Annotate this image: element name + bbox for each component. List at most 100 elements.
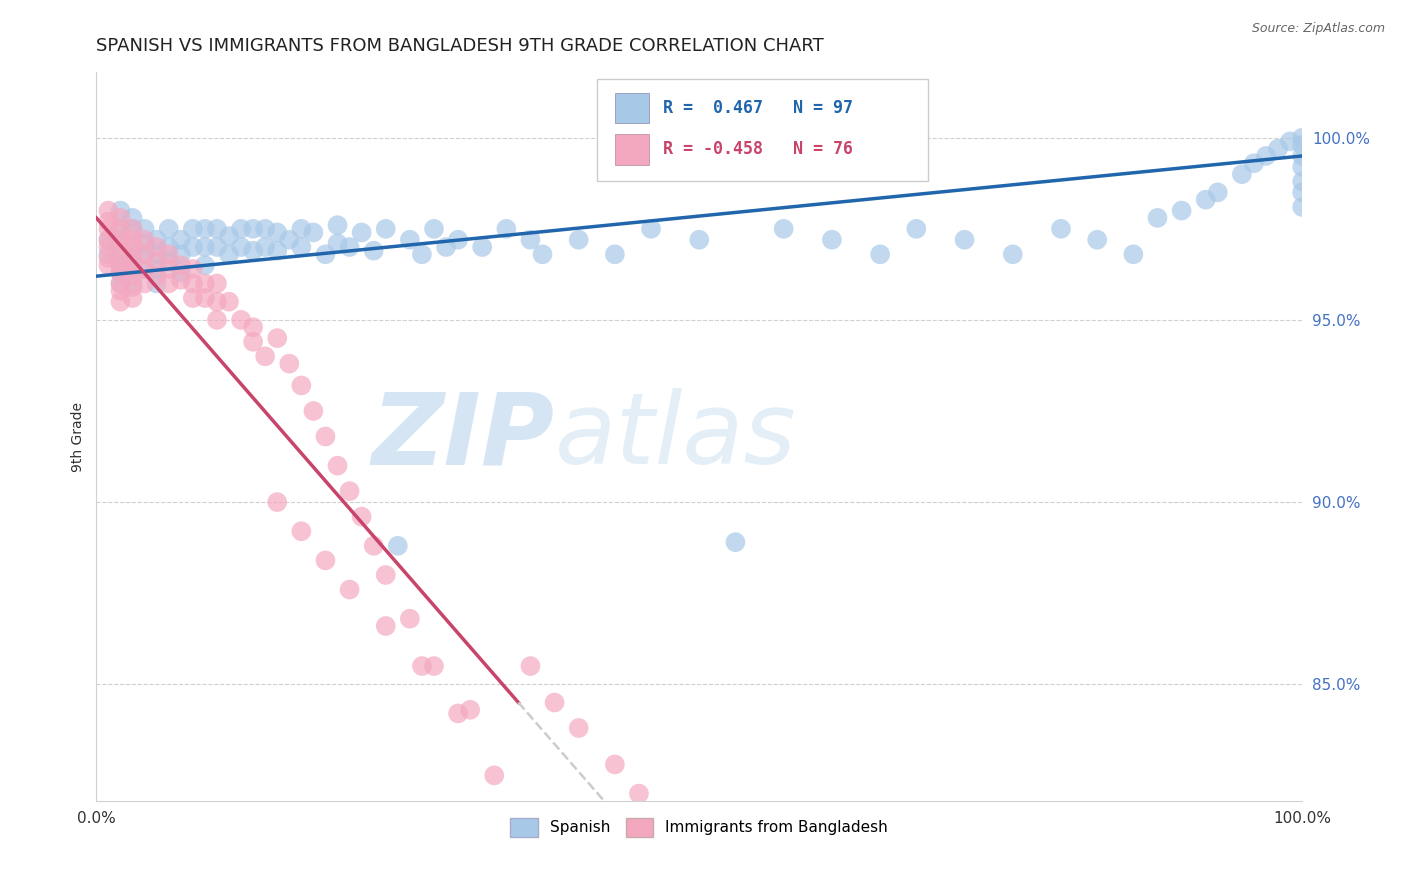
Point (278, 357, 301, 371)
Text: atlas: atlas (554, 388, 796, 485)
Point (543, 696, 565, 710)
Point (110, 240, 132, 254)
Point (519, 233, 541, 247)
Point (423, 659, 446, 673)
Point (181, 222, 204, 236)
Point (374, 222, 396, 236)
Point (145, 269, 167, 284)
Point (1243, 156, 1265, 170)
Legend: Spanish, Immigrants from Bangladesh: Spanish, Immigrants from Bangladesh (503, 810, 896, 844)
Point (1195, 193, 1218, 207)
Point (97, 214, 120, 228)
Point (314, 429, 336, 443)
Point (170, 247, 193, 261)
Point (110, 277, 132, 291)
Point (121, 222, 143, 236)
Point (121, 211, 143, 225)
Point (326, 236, 349, 251)
Point (242, 244, 264, 258)
Point (110, 266, 132, 280)
Point (1001, 247, 1024, 261)
FancyBboxPatch shape (614, 134, 648, 165)
Point (363, 539, 385, 553)
Point (97, 233, 120, 247)
Point (411, 247, 433, 261)
Point (194, 291, 217, 305)
Point (1230, 167, 1253, 181)
Point (97, 233, 120, 247)
Point (97, 222, 120, 236)
Point (194, 258, 217, 272)
Point (242, 320, 264, 334)
Point (121, 277, 143, 291)
Point (205, 294, 228, 309)
Point (134, 247, 156, 261)
Point (145, 277, 167, 291)
Point (471, 240, 494, 254)
Point (254, 349, 277, 363)
Point (110, 233, 132, 247)
Point (121, 222, 143, 236)
Point (134, 261, 156, 276)
Point (181, 261, 204, 276)
Point (1291, 160, 1313, 174)
Point (157, 261, 180, 276)
Point (205, 277, 228, 291)
Point (181, 291, 204, 305)
Point (326, 458, 349, 473)
Point (339, 582, 361, 597)
Point (953, 233, 976, 247)
Point (374, 619, 396, 633)
Point (772, 222, 794, 236)
Point (724, 535, 747, 549)
Point (290, 378, 312, 392)
Point (170, 233, 193, 247)
Point (568, 233, 591, 247)
Point (229, 222, 252, 236)
Point (1291, 200, 1313, 214)
Point (145, 254, 167, 268)
Point (399, 233, 422, 247)
Point (266, 495, 288, 509)
Point (350, 226, 373, 240)
Point (205, 240, 228, 254)
Point (242, 334, 264, 349)
Point (121, 280, 143, 294)
Point (134, 261, 156, 276)
Point (434, 240, 457, 254)
Point (110, 258, 132, 272)
Point (205, 222, 228, 236)
Point (266, 244, 288, 258)
Point (145, 240, 167, 254)
Point (254, 240, 277, 254)
Point (1291, 130, 1313, 145)
Point (363, 244, 385, 258)
Point (218, 247, 240, 261)
Point (134, 277, 156, 291)
Point (603, 247, 626, 261)
FancyBboxPatch shape (614, 93, 648, 123)
Point (1291, 149, 1313, 163)
Point (97, 258, 120, 272)
Point (423, 222, 446, 236)
Point (627, 787, 650, 801)
Point (121, 269, 143, 284)
Point (603, 757, 626, 772)
Point (242, 222, 264, 236)
Point (339, 240, 361, 254)
Point (110, 211, 132, 225)
Text: R =  0.467   N = 97: R = 0.467 N = 97 (664, 99, 853, 117)
Point (121, 240, 143, 254)
Point (1291, 174, 1313, 188)
Point (1267, 142, 1289, 156)
Point (134, 233, 156, 247)
Point (97, 240, 120, 254)
Point (531, 247, 554, 261)
Point (121, 251, 143, 265)
Point (110, 294, 132, 309)
Point (1291, 186, 1313, 200)
Point (134, 236, 156, 251)
Text: SPANISH VS IMMIGRANTS FROM BANGLADESH 9TH GRADE CORRELATION CHART: SPANISH VS IMMIGRANTS FROM BANGLADESH 9T… (97, 37, 824, 55)
Point (290, 222, 312, 236)
Point (1291, 138, 1313, 153)
